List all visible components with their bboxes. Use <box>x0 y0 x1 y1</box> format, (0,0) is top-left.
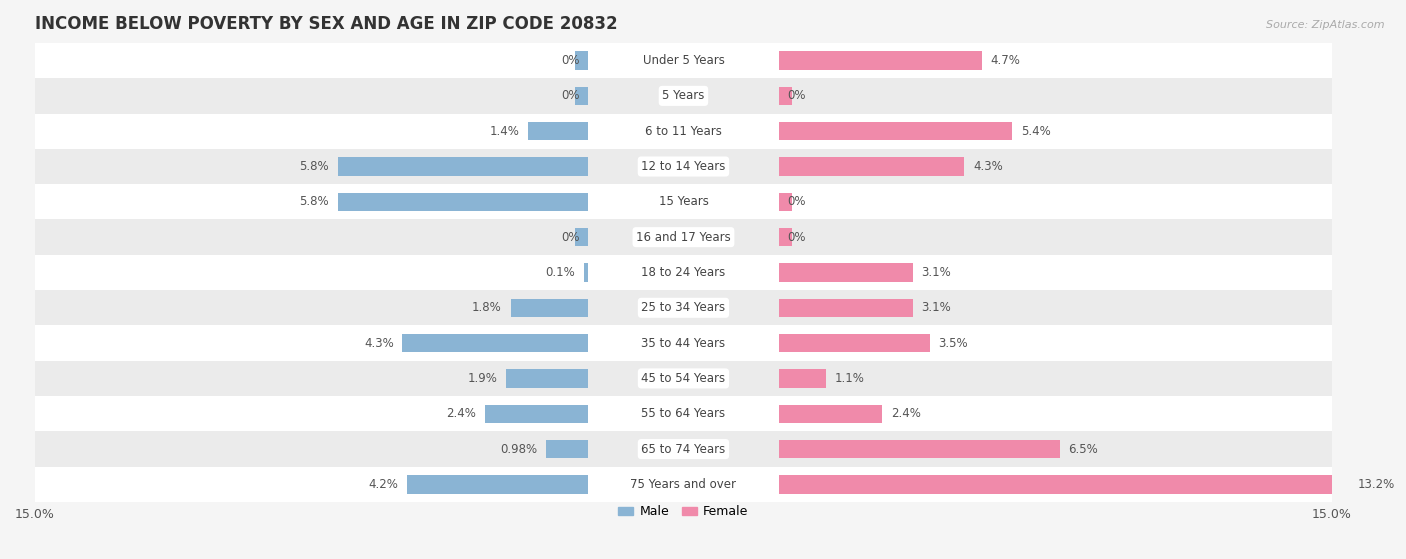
Text: INCOME BELOW POVERTY BY SEX AND AGE IN ZIP CODE 20832: INCOME BELOW POVERTY BY SEX AND AGE IN Z… <box>35 15 617 33</box>
Bar <box>575 87 588 105</box>
Text: 4.3%: 4.3% <box>364 337 394 349</box>
Text: 75 Years and over: 75 Years and over <box>630 478 737 491</box>
Text: 4.7%: 4.7% <box>990 54 1021 67</box>
Text: 4.3%: 4.3% <box>973 160 1002 173</box>
Text: 3.1%: 3.1% <box>921 266 950 279</box>
Text: 4.2%: 4.2% <box>368 478 398 491</box>
Text: 5.8%: 5.8% <box>299 195 329 209</box>
Text: 0.1%: 0.1% <box>546 266 575 279</box>
Bar <box>575 228 588 247</box>
Bar <box>779 193 792 211</box>
Bar <box>583 263 588 282</box>
Text: 18 to 24 Years: 18 to 24 Years <box>641 266 725 279</box>
Text: 45 to 54 Years: 45 to 54 Years <box>641 372 725 385</box>
Bar <box>779 228 792 247</box>
Text: 5.8%: 5.8% <box>299 160 329 173</box>
Bar <box>779 405 883 423</box>
Text: 35 to 44 Years: 35 to 44 Years <box>641 337 725 349</box>
Text: Source: ZipAtlas.com: Source: ZipAtlas.com <box>1267 20 1385 30</box>
Text: 1.1%: 1.1% <box>835 372 865 385</box>
Text: 12 to 14 Years: 12 to 14 Years <box>641 160 725 173</box>
Text: 1.9%: 1.9% <box>468 372 498 385</box>
Bar <box>35 361 1331 396</box>
Text: 16 and 17 Years: 16 and 17 Years <box>636 231 731 244</box>
Bar <box>527 122 588 140</box>
Bar <box>506 369 588 387</box>
Bar <box>779 369 827 387</box>
Bar <box>35 290 1331 325</box>
Bar <box>337 193 588 211</box>
Text: 5 Years: 5 Years <box>662 89 704 102</box>
Bar <box>35 149 1331 184</box>
Bar <box>779 122 1012 140</box>
Text: 6.5%: 6.5% <box>1069 443 1098 456</box>
Text: Under 5 Years: Under 5 Years <box>643 54 724 67</box>
Text: 6 to 11 Years: 6 to 11 Years <box>645 125 721 138</box>
Bar <box>510 299 588 317</box>
Text: 25 to 34 Years: 25 to 34 Years <box>641 301 725 314</box>
Bar <box>35 325 1331 361</box>
Legend: Male, Female: Male, Female <box>613 500 754 523</box>
Text: 0%: 0% <box>561 231 579 244</box>
Bar <box>337 157 588 176</box>
Text: 1.4%: 1.4% <box>489 125 519 138</box>
Text: 0%: 0% <box>787 195 806 209</box>
Text: 65 to 74 Years: 65 to 74 Years <box>641 443 725 456</box>
Text: 1.8%: 1.8% <box>472 301 502 314</box>
Bar <box>779 440 1060 458</box>
Text: 0%: 0% <box>561 54 579 67</box>
Bar <box>35 184 1331 220</box>
Bar <box>779 334 929 352</box>
Text: 55 to 64 Years: 55 to 64 Years <box>641 408 725 420</box>
Bar <box>402 334 588 352</box>
Text: 5.4%: 5.4% <box>1021 125 1050 138</box>
Bar <box>406 475 588 494</box>
Bar <box>779 51 981 70</box>
Bar <box>485 405 588 423</box>
Text: 0%: 0% <box>561 89 579 102</box>
Bar <box>779 475 1350 494</box>
Text: 3.5%: 3.5% <box>939 337 969 349</box>
Bar <box>546 440 588 458</box>
Text: 2.4%: 2.4% <box>891 408 921 420</box>
Bar <box>35 396 1331 432</box>
Text: 0%: 0% <box>787 231 806 244</box>
Bar <box>35 220 1331 255</box>
Text: 0%: 0% <box>787 89 806 102</box>
Bar <box>779 87 792 105</box>
Text: 13.2%: 13.2% <box>1358 478 1395 491</box>
Text: 3.1%: 3.1% <box>921 301 950 314</box>
Bar <box>779 157 965 176</box>
Bar <box>35 43 1331 78</box>
Bar <box>35 432 1331 467</box>
Bar <box>35 78 1331 113</box>
Bar <box>575 51 588 70</box>
Bar <box>779 263 912 282</box>
Bar <box>779 299 912 317</box>
Text: 15 Years: 15 Years <box>658 195 709 209</box>
Text: 2.4%: 2.4% <box>446 408 475 420</box>
Bar <box>35 255 1331 290</box>
Bar <box>35 467 1331 502</box>
Bar <box>35 113 1331 149</box>
Text: 0.98%: 0.98% <box>501 443 537 456</box>
